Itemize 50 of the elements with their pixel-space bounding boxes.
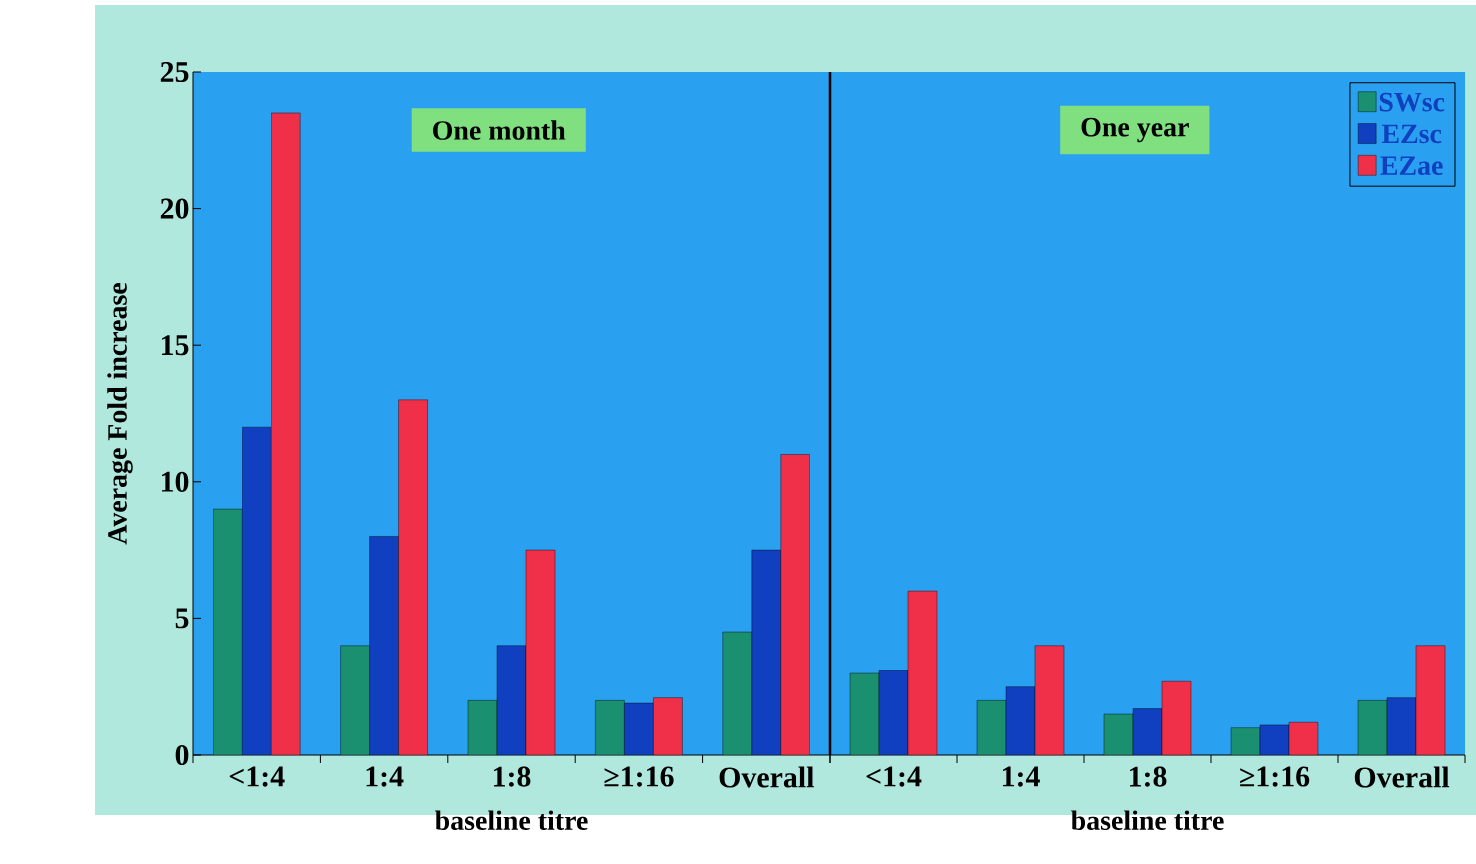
bar [849,672,880,755]
bar [369,536,399,755]
bar [907,590,938,755]
bar [1132,708,1163,755]
bar [624,702,654,755]
bar [340,645,370,755]
y-tick-label: 5 [175,608,189,629]
y-axis-title: Average Fold increase [107,283,133,545]
legend-label: EZae [1380,156,1443,175]
x-tick-label: Overall [719,766,814,788]
bar [1357,700,1388,755]
bar [780,454,810,755]
bar [1161,681,1192,755]
bar [1415,645,1446,755]
y-tick-label: 0 [175,744,189,766]
bar [751,549,781,755]
bar [653,697,683,755]
bar [271,112,301,755]
x-tick-label: 1:4 [366,766,404,787]
x-tick-label: 1:8 [1129,766,1167,787]
legend-label: SWsc [1379,92,1445,112]
bar [722,631,752,755]
x-axis-title: baseline titre [435,810,588,831]
annotation: One month [433,120,566,140]
bar [525,549,556,755]
legend-label: EZsc [1381,124,1442,144]
bar [878,670,909,755]
bar [976,700,1007,755]
x-tick-label: ≥1:16 [1240,766,1310,787]
y-tick-label: 25 [160,61,189,83]
x-tick-label: ≥1:16 [604,766,674,787]
x-tick-label: <1:4 [229,766,285,787]
y-tick-label: 20 [160,198,189,219]
bar [398,399,428,755]
bar [1034,645,1065,755]
bar [213,508,243,755]
y-tick-label: 15 [161,335,189,356]
annotation: One year [1081,117,1189,143]
bar [1386,697,1417,755]
bar [595,700,625,755]
bar [1005,686,1036,755]
bar [467,700,498,755]
x-axis-title: baseline titre [1071,810,1224,831]
x-tick-label: Overall [1354,766,1450,788]
x-tick-label: 1:8 [493,766,531,787]
bar [242,426,272,755]
y-tick-label: 10 [161,471,189,492]
bar [496,645,527,755]
x-tick-label: 1:4 [1002,766,1040,787]
x-tick-label: <1:4 [866,766,922,787]
